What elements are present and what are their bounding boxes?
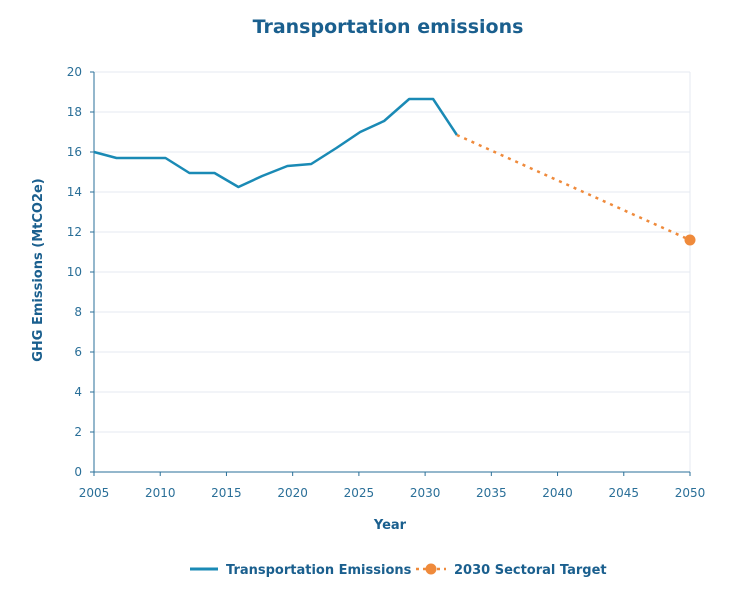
y-tick-label-16: 16 bbox=[67, 145, 82, 159]
y-tick-label-0: 0 bbox=[74, 465, 82, 479]
y-tick-label-12: 12 bbox=[67, 225, 82, 239]
y-tick-label-10: 10 bbox=[67, 265, 82, 279]
x-tick-label-2035: 2035 bbox=[476, 486, 507, 500]
legend-label-2030-sectoral-target: 2030 Sectoral Target bbox=[454, 563, 607, 578]
y-tick-label-4: 4 bbox=[74, 385, 82, 399]
target-marker-2050 bbox=[684, 234, 696, 246]
series-line-transportation-emissions bbox=[93, 97, 458, 189]
y-tick-label-6: 6 bbox=[74, 345, 82, 359]
legend-marker-2030-sectoral-target bbox=[425, 563, 437, 575]
series-layer bbox=[93, 97, 696, 246]
x-tick-label-2015: 2015 bbox=[211, 486, 242, 500]
gridlines bbox=[94, 71, 690, 433]
x-tick-label-2045: 2045 bbox=[609, 486, 640, 500]
x-tick-label-2030: 2030 bbox=[410, 486, 441, 500]
y-tick-label-18: 18 bbox=[67, 105, 82, 119]
x-tick-label-2040: 2040 bbox=[542, 486, 573, 500]
y-tick-label-2: 2 bbox=[74, 425, 82, 439]
x-tick-label-2025: 2025 bbox=[344, 486, 375, 500]
x-axis-ticks: 2005 2010 2015 2020 2025 2030 2035 2040 2045 2050 bbox=[79, 472, 706, 500]
y-axis-ticks: 0 2 4 6 8 10 12 14 16 18 20 bbox=[67, 65, 94, 479]
y-tick-label-20: 20 bbox=[67, 65, 82, 79]
x-axis-label: Year bbox=[373, 518, 407, 533]
legend: Transportation Emissions 2030 Sectoral T… bbox=[190, 563, 607, 578]
y-tick-label-14: 14 bbox=[67, 185, 82, 199]
x-tick-label-2010: 2010 bbox=[145, 486, 176, 500]
legend-label-transportation-emissions: Transportation Emissions bbox=[226, 563, 412, 578]
y-tick-label-8: 8 bbox=[74, 305, 82, 319]
x-tick-label-2020: 2020 bbox=[277, 486, 308, 500]
y-axis-label: GHG Emissions (MtCO2e) bbox=[31, 178, 46, 362]
chart-title: Transportation emissions bbox=[253, 16, 524, 38]
x-tick-label-2050: 2050 bbox=[675, 486, 706, 500]
series-line-2030-sectoral-target bbox=[456, 133, 691, 242]
x-tick-label-2005: 2005 bbox=[79, 486, 110, 500]
